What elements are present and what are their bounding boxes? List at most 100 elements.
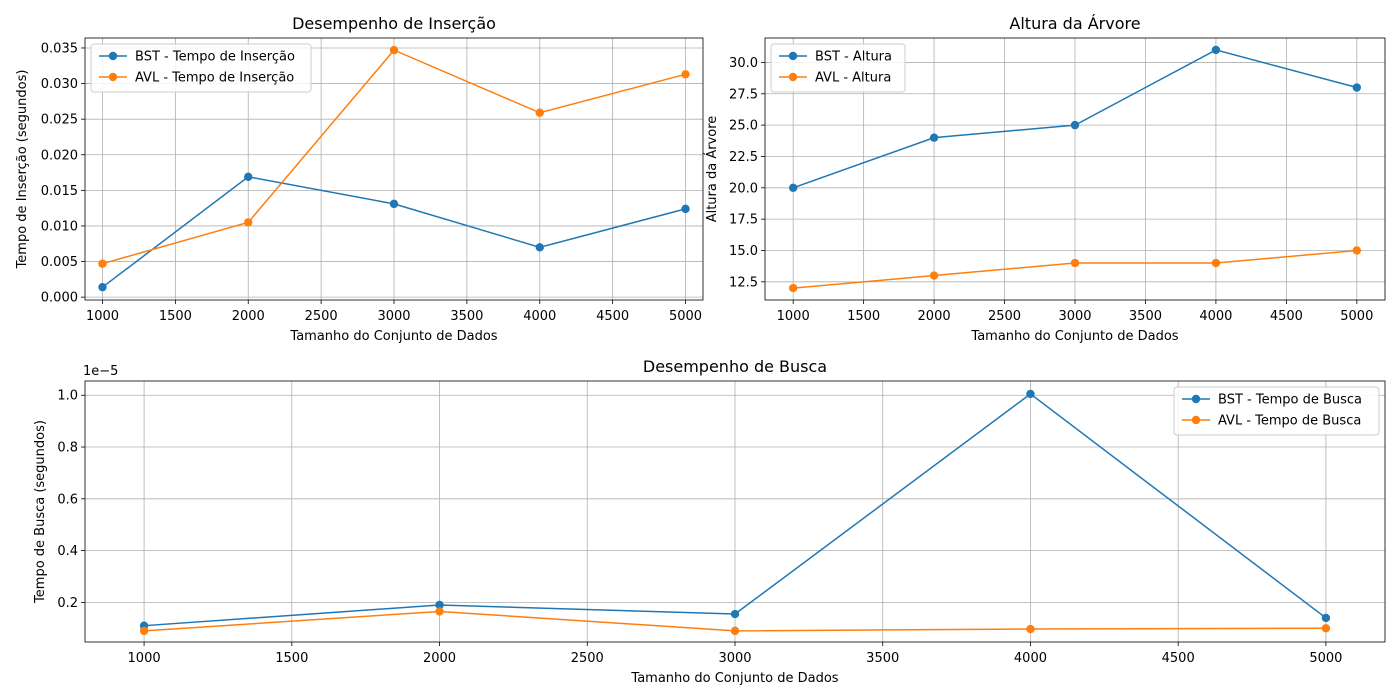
legend-entry-1: BST - Tempo de Busca [1218, 393, 1362, 408]
legend: BST - Altura AVL - Altura [770, 43, 906, 93]
data-point [730, 626, 740, 636]
data-point [1321, 613, 1331, 623]
data-point [389, 45, 399, 55]
y-tick-label: 0.015 [41, 184, 78, 199]
y-tick-label: 0.030 [41, 77, 78, 92]
legend-marker-2 [788, 72, 798, 82]
y-tick-label: 0.000 [41, 291, 78, 306]
y-tick-label: 22.5 [729, 150, 758, 165]
data-point [1211, 45, 1221, 55]
legend-entry-1: BST - Altura [815, 50, 892, 65]
y-tick-label: 15.0 [729, 244, 758, 259]
y-tick-label: 1.0 [57, 389, 78, 404]
legend: BST - Tempo de Busca AVL - Tempo de Busca [1173, 386, 1380, 436]
legend-marker-1 [788, 51, 798, 61]
y-tick-label: 0.8 [57, 441, 78, 456]
y-tick-label: 0.2 [57, 596, 78, 611]
data-point [1352, 246, 1362, 255]
data-point [139, 626, 149, 636]
x-tick-label: 4500 [1162, 651, 1195, 666]
data-point [1321, 624, 1331, 633]
x-tick-label: 2000 [232, 309, 265, 324]
data-point [535, 243, 544, 252]
x-axis-label: Tamanho do Conjunto de Dados [630, 671, 838, 686]
y-tick-label: 0.6 [57, 492, 78, 507]
axes-frame [764, 37, 1386, 301]
data-point [1026, 624, 1035, 634]
y-tick-label: 0.4 [57, 544, 78, 559]
chart-2: 1000 1500 2000 2500 3000 3500 4000 4500 5000 12.5… [704, 14, 1386, 344]
chart-1: 1000 1500 2000 2500 3000 3500 4000 4500 5000 0.00… [15, 14, 704, 344]
data-point [1211, 258, 1221, 268]
legend-entry-2: AVL - Tempo de Inserção [135, 71, 294, 86]
data-point [244, 218, 253, 227]
data-point [435, 607, 444, 616]
y-tick-label: 0.025 [41, 113, 78, 128]
x-tick-label: 5000 [1309, 651, 1342, 666]
x-tick-label: 2500 [305, 309, 338, 324]
x-tick-label: 5000 [669, 309, 702, 324]
x-tick-label: 5000 [1340, 309, 1373, 324]
x-tick-label: 4000 [523, 309, 556, 324]
x-tick-label: 3000 [718, 651, 751, 666]
chart-title: Altura da Árvore [1009, 14, 1140, 33]
x-tick-label: 4000 [1014, 651, 1047, 666]
x-tick-label: 3500 [866, 651, 899, 666]
y-axis-label: Altura da Árvore [704, 116, 720, 223]
y-offset-label: 1e−5 [83, 364, 118, 379]
chart-3: 1000 1500 2000 2500 3000 3500 4000 4500 5000 0.2 0… [33, 357, 1386, 686]
x-axis-label: Tamanho do Conjunto de Dados [970, 329, 1178, 344]
x-tick-label: 1500 [847, 309, 880, 324]
x-tick-label: 3000 [1058, 309, 1091, 324]
x-tick-label: 4000 [1199, 309, 1232, 324]
y-tick-label: 0.035 [41, 41, 78, 56]
data-point [1070, 120, 1080, 130]
y-tick-label: 27.5 [729, 87, 758, 102]
data-point [98, 259, 107, 268]
legend-marker-1 [1191, 394, 1201, 404]
data-point [1026, 389, 1035, 399]
x-tick-label: 2000 [423, 651, 456, 666]
y-tick-label: 20.0 [729, 181, 758, 196]
data-point [730, 609, 740, 619]
data-point [681, 70, 690, 79]
y-axis-label: Tempo de Busca (segundos) [33, 420, 48, 604]
x-tick-label: 1000 [86, 309, 119, 324]
legend-entry-2: AVL - Altura [815, 71, 891, 86]
legend: BST - Tempo de Inserção AVL - Tempo de In… [90, 43, 312, 93]
legend-box [90, 43, 312, 93]
x-tick-label: 3000 [377, 309, 410, 324]
y-tick-label: 0.020 [41, 148, 78, 163]
y-tick-label: 12.5 [729, 275, 758, 290]
data-point [1352, 83, 1362, 92]
legend-entry-2: AVL - Tempo de Busca [1218, 414, 1361, 429]
legend-marker-1 [108, 51, 118, 61]
x-tick-label: 3500 [1129, 309, 1162, 324]
x-tick-label: 1500 [275, 651, 308, 666]
data-point [98, 282, 107, 292]
x-tick-label: 1000 [777, 309, 810, 324]
chart-title: Desempenho de Inserção [292, 14, 496, 33]
x-tick-label: 4500 [596, 309, 629, 324]
data-point [1070, 258, 1080, 268]
x-tick-label: 2000 [918, 309, 951, 324]
data-point [929, 271, 939, 280]
y-axis-label: Tempo de Inserção (segundos) [15, 70, 30, 270]
data-point [435, 600, 444, 610]
x-axis-label: Tamanho do Conjunto de Dados [289, 329, 497, 344]
y-tick-label: 25.0 [729, 119, 758, 134]
x-tick-label: 3500 [450, 309, 483, 324]
legend-marker-2 [108, 72, 118, 82]
y-tick-label: 17.5 [729, 213, 758, 228]
data-point [788, 183, 798, 193]
legend-entry-1: BST - Tempo de Inserção [135, 50, 295, 65]
legend-marker-2 [1191, 415, 1201, 425]
data-point [788, 283, 798, 293]
data-point [244, 172, 253, 182]
y-tick-label: 0.005 [41, 255, 78, 270]
axes-frame [84, 380, 1386, 643]
y-tick-label: 30.0 [729, 56, 758, 71]
data-point [389, 199, 399, 209]
x-tick-label: 2500 [571, 651, 604, 666]
